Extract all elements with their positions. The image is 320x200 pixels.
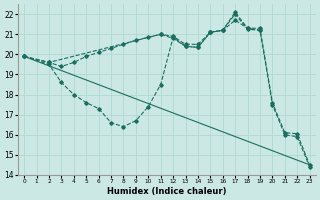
X-axis label: Humidex (Indice chaleur): Humidex (Indice chaleur)	[107, 187, 227, 196]
